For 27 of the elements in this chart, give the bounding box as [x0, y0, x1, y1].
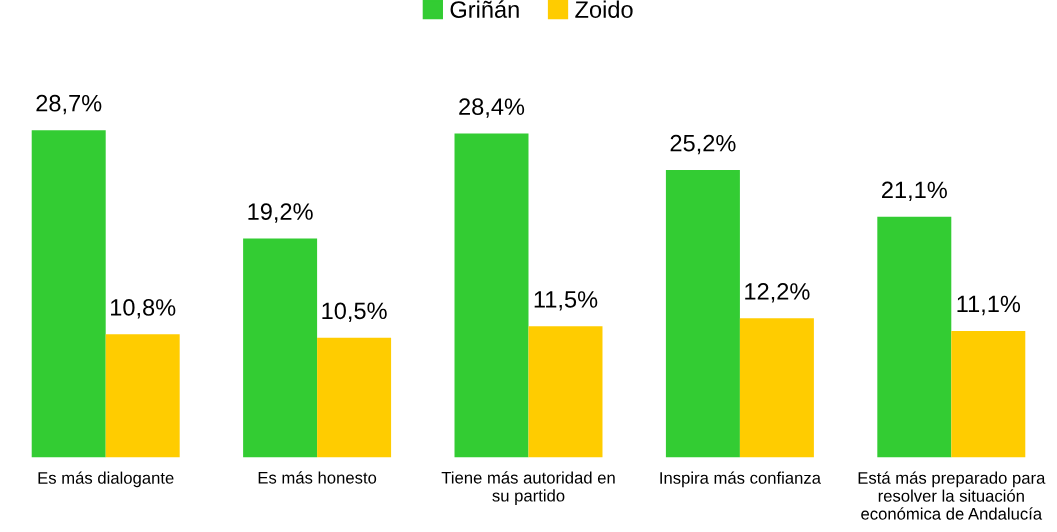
- x-tick-label: Inspira más confianza: [660, 471, 821, 488]
- data-label: 28,4%: [459, 98, 525, 118]
- data-label: 10,5%: [322, 302, 387, 322]
- data-label: 10,8%: [111, 299, 176, 319]
- x-tick-label: Es más dialogante: [38, 471, 174, 488]
- data-label: 21,1%: [882, 181, 947, 202]
- bar: [105, 334, 180, 458]
- bar: [454, 133, 529, 458]
- bar: [739, 318, 814, 458]
- data-label: 11,1%: [957, 295, 1021, 316]
- data-label: 12,2%: [745, 283, 810, 303]
- x-tick-label: Tiene más autoridad en su partido: [441, 471, 615, 505]
- legend-label: Griñán: [450, 0, 519, 18]
- bar: [31, 130, 106, 458]
- bar: [951, 330, 1026, 458]
- data-label: 25,2%: [670, 134, 736, 155]
- x-tick-label: Es más honesto: [258, 471, 377, 484]
- data-label: 28,7%: [36, 94, 102, 115]
- bar: [665, 170, 740, 458]
- x-tick-label: Está más preparado para resolver la situación económica de Andalucía: [858, 471, 1046, 520]
- data-label: 19,2%: [248, 203, 313, 223]
- bar: [528, 326, 603, 458]
- data-label: 11,5%: [534, 291, 598, 311]
- bar: [877, 216, 952, 458]
- bar: [243, 238, 318, 458]
- bar: [317, 337, 392, 458]
- legend-label: Zoido: [575, 0, 633, 18]
